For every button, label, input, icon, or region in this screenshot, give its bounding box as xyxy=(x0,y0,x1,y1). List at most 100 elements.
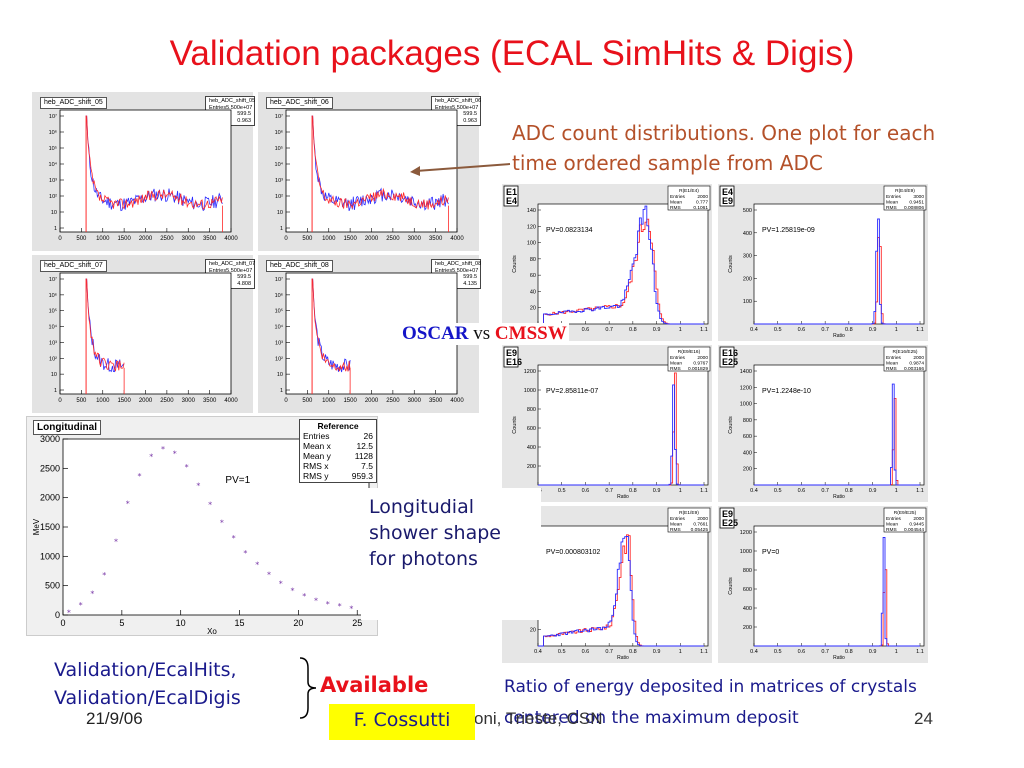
y-tick-label: 2000 xyxy=(40,493,60,503)
x-tick-label: 0.4 xyxy=(750,488,758,494)
stats-value: 0.777 xyxy=(696,200,708,206)
x-tick-label: 0.9 xyxy=(653,327,661,333)
x-tick-label: 1.1 xyxy=(700,327,708,333)
x-tick-label: 3000 xyxy=(182,236,196,242)
ratio-frame xyxy=(537,364,709,486)
x-tick-label: 1.1 xyxy=(916,649,924,655)
stats-value: 0.1061 xyxy=(693,205,708,211)
x-tick-label: 2000 xyxy=(365,236,379,242)
y-tick-label: 10 xyxy=(277,210,283,216)
stats-box xyxy=(667,346,711,372)
x-tick-label: 5 xyxy=(119,618,124,628)
ratio-grid: E1 E4 R(E1/E4) Entries 2000 Mean 0.777 RMS 0.106… xyxy=(498,182,930,666)
x-tick-label: 2000 xyxy=(365,398,379,404)
y-tick-label: 10⁷ xyxy=(49,113,57,120)
y-tick-label: 200 xyxy=(743,467,752,473)
y-tick-label: 3000 xyxy=(40,434,60,444)
x-tick-label: 0.8 xyxy=(845,488,853,494)
stats-name: R(E1/E9) xyxy=(679,510,699,516)
x-tick-label: 1500 xyxy=(343,398,357,404)
y-tick-label: 800 xyxy=(527,407,536,413)
y-tick-label: 20 xyxy=(530,306,536,312)
x-tick-label: 500 xyxy=(76,236,87,242)
stats-key: RMS xyxy=(670,527,681,533)
cmssw-series xyxy=(754,383,920,486)
stats-name: R(E4/E9) xyxy=(895,188,915,194)
cmssw-series xyxy=(85,115,223,212)
x-tick-label: 1.1 xyxy=(700,649,708,655)
x-tick-label: 0.9 xyxy=(869,327,877,333)
oscar-series xyxy=(311,278,351,372)
x-tick-label: 3500 xyxy=(429,236,443,242)
stats-value: 2000 xyxy=(913,516,924,522)
y-axis-label: MeV xyxy=(32,518,41,535)
x-tick-label: 3000 xyxy=(182,398,196,404)
y-tick-label: 1000 xyxy=(40,551,60,561)
x-tick-label: 0.6 xyxy=(582,649,590,655)
y-tick-label: 500 xyxy=(743,208,752,214)
x-tick-label: 0.6 xyxy=(798,327,806,333)
data-point: * xyxy=(196,481,200,490)
data-point: * xyxy=(114,538,118,547)
y-tick-label: 500 xyxy=(45,581,60,591)
stats-value: 0.001829 xyxy=(688,366,708,372)
y-tick-label: 1 xyxy=(54,388,57,394)
stats-value: 0.9451 xyxy=(909,200,924,206)
adc-plot-title: heb_ADC_shift_05 xyxy=(40,97,107,109)
longitudinal-panel: 0 5 10 15 20 25 0 500 1000 1500 2000 2500 3000 Xo MeV P… xyxy=(26,416,378,636)
stats-value: 2000 xyxy=(913,355,924,361)
comparison-label: OSCAR vs CMSSW xyxy=(400,323,569,345)
data-point: * xyxy=(208,501,212,510)
tag-bottom: E4 xyxy=(506,196,517,206)
x-tick-label: 2500 xyxy=(386,398,400,404)
y-axis-label: Counts xyxy=(728,577,734,595)
stats-value: 2000 xyxy=(697,194,708,200)
y-tick-label: 400 xyxy=(743,231,752,237)
available-label: Available xyxy=(320,673,429,697)
y-tick-label: 100 xyxy=(527,241,536,247)
y-tick-label: 200 xyxy=(743,625,752,631)
adc-panel-3: heb_ADC_shift_07 heb_ADC_shift_07 Entrie… xyxy=(32,255,255,413)
longitudinal-callout: Longitudial shower shape for photons xyxy=(361,488,541,620)
x-tick-label: 0.7 xyxy=(605,649,613,655)
y-tick-label: 1 xyxy=(280,388,283,394)
x-tick-label: 4000 xyxy=(224,236,238,242)
y-tick-label: 10³ xyxy=(49,178,57,184)
x-tick-label: 1.1 xyxy=(916,327,924,333)
x-tick-label: 500 xyxy=(302,398,313,404)
x-tick-label: 0.7 xyxy=(821,488,829,494)
x-tick-label: 1 xyxy=(679,327,682,333)
y-tick-label: 10⁶ xyxy=(275,129,283,136)
stats-key: RMS xyxy=(886,527,897,533)
y-tick-label: 10⁴ xyxy=(275,324,284,331)
adc-panel-2: heb_ADC_shift_06 heb_ADC_shift_06 Entrie… xyxy=(258,92,481,251)
y-tick-label: 600 xyxy=(743,434,752,440)
y-tick-label: 10⁶ xyxy=(275,292,283,299)
stats-box xyxy=(667,185,711,211)
y-tick-label: 100 xyxy=(743,299,752,305)
y-axis-label: Counts xyxy=(728,416,734,434)
stats-key: Mean xyxy=(670,200,682,206)
tag-box xyxy=(719,507,735,529)
y-tick-label: 10⁶ xyxy=(49,129,57,136)
adc-plot-title: heb_ADC_shift_07 xyxy=(40,260,107,272)
ratio-callout: Ratio of energy deposited in matrices of… xyxy=(504,677,917,728)
stats-title: Reference xyxy=(317,421,359,431)
y-axis-label: Counts xyxy=(728,255,734,273)
ratio-frame xyxy=(753,203,925,325)
data-point: * xyxy=(302,592,306,601)
x-tick-label: 0.6 xyxy=(582,488,590,494)
y-tick-label: 200 xyxy=(743,276,752,282)
stat-entries: Entries 5.500e+07 xyxy=(435,104,479,111)
stats-key: Entries xyxy=(886,194,902,200)
x-tick-label: 0.8 xyxy=(845,327,853,333)
stat-entries: Entries 5.500e+07 xyxy=(209,267,253,274)
oscar-label: OSCAR xyxy=(402,323,469,344)
x-tick-label: 0.8 xyxy=(629,327,637,333)
x-tick-label: 1000 xyxy=(96,236,110,242)
stats-box xyxy=(883,185,927,211)
stats-name: R(E16/E25) xyxy=(892,349,917,355)
x-tick-label: 1500 xyxy=(343,236,357,242)
cmssw-series xyxy=(538,384,704,486)
x-tick-label: 1 xyxy=(679,649,682,655)
